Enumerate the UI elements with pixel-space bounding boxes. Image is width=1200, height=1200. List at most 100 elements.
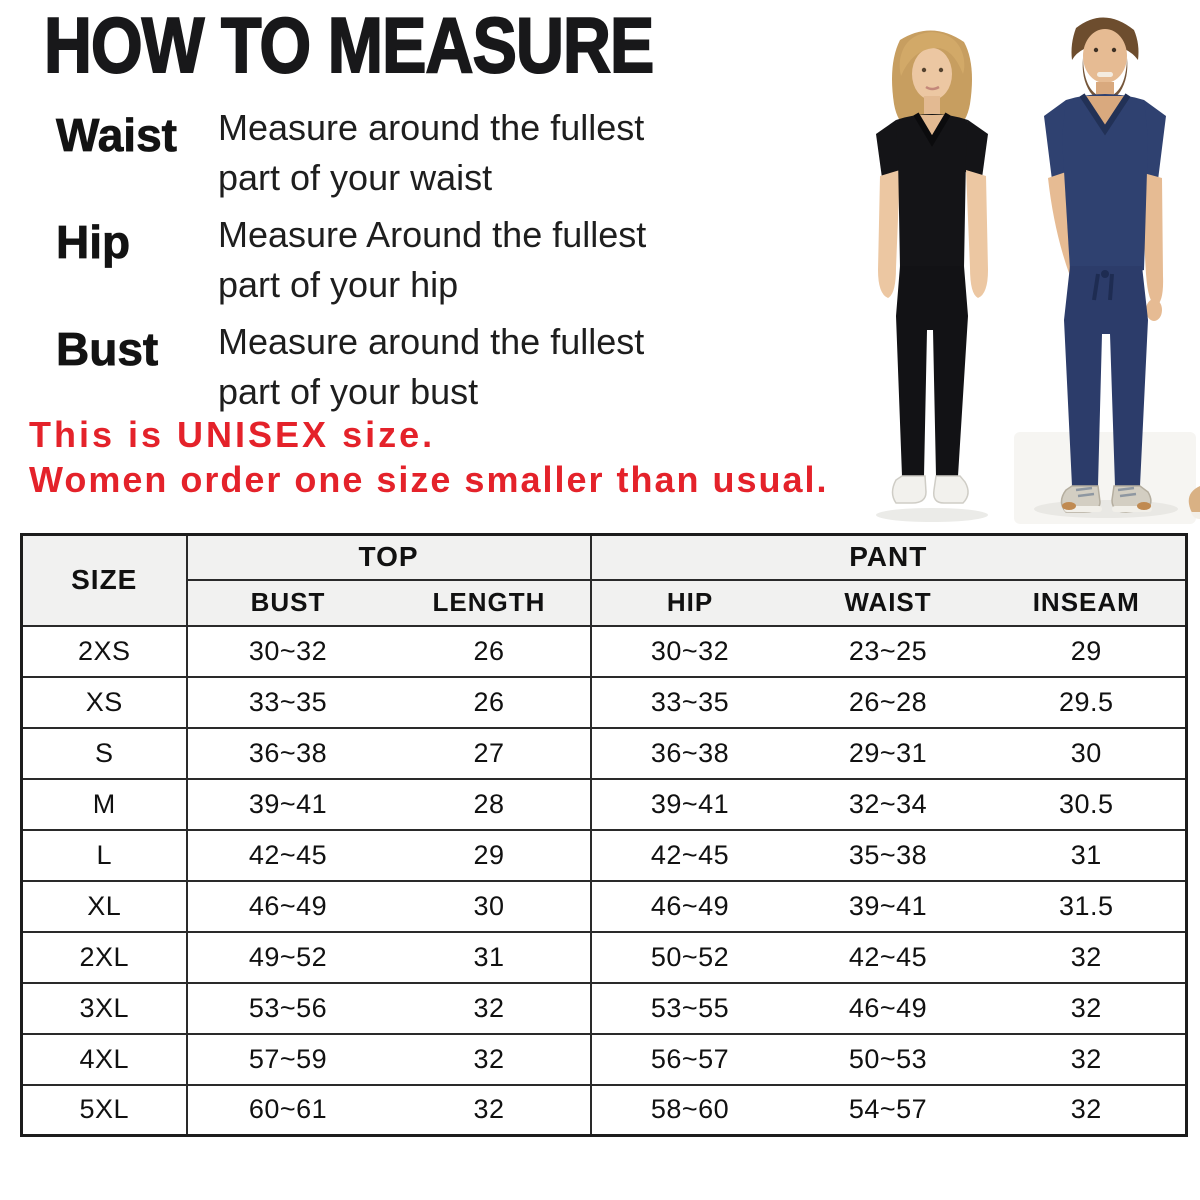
measure-desc-bust: Measure around the fullest part of your b… <box>218 317 738 417</box>
cell-waist: 29~31 <box>788 726 988 779</box>
cell-hip: 56~57 <box>590 1032 789 1085</box>
col-header-bust: BUST <box>186 579 389 627</box>
cell-size: M <box>21 777 188 830</box>
man-shoe-gum-left <box>1062 502 1076 510</box>
male-model-photo <box>1014 17 1196 524</box>
cell-bust: 46~49 <box>186 879 389 932</box>
woman-scrub-top <box>896 114 968 273</box>
man-vneck-skin <box>1085 96 1125 128</box>
cell-hip: 30~32 <box>590 624 789 677</box>
cell-waist: 23~25 <box>788 624 988 677</box>
cell-hip: 58~60 <box>590 1083 789 1136</box>
col-header-waist: WAIST <box>788 579 988 627</box>
cell-inseam: 32 <box>987 930 1187 983</box>
cell-hip: 53~55 <box>590 981 789 1034</box>
woman-neck <box>924 96 940 114</box>
measure-desc-bust-line2: part of your bust <box>218 371 479 412</box>
cell-hip: 46~49 <box>590 879 789 932</box>
table-row-s: S 36~38 27 36~38 29~31 30 <box>21 726 1187 779</box>
cell-bust: 57~59 <box>186 1032 389 1085</box>
cell-inseam: 31.5 <box>987 879 1187 932</box>
cell-bust: 39~41 <box>186 777 389 830</box>
man-scrub-top <box>1062 94 1148 275</box>
cell-inseam: 32 <box>987 1083 1187 1136</box>
cell-bust: 36~38 <box>186 726 389 779</box>
man-smile <box>1097 72 1113 77</box>
man-vneck-trim <box>1079 93 1131 136</box>
female-model-photo <box>876 30 988 522</box>
size-table: SIZE TOP PANT BUST LENGTH HIP WAIST INSE… <box>20 533 1189 1137</box>
col-header-hip: HIP <box>590 579 789 627</box>
cell-length: 28 <box>388 777 592 830</box>
woman-vneck-skin <box>919 115 945 139</box>
cell-waist: 54~57 <box>788 1083 988 1136</box>
cell-length: 27 <box>388 726 592 779</box>
table-row-xs: XS 33~35 26 33~35 26~28 29.5 <box>21 675 1187 728</box>
group-header-pant: PANT <box>590 534 1187 581</box>
measure-label-waist: Waist <box>56 109 178 161</box>
cell-waist: 42~45 <box>788 930 988 983</box>
unisex-notice-line1: This is UNISEX size. <box>29 414 436 455</box>
partial-shoe-photo <box>1188 486 1200 519</box>
cell-bust: 60~61 <box>186 1083 389 1136</box>
woman-shoe-left <box>891 475 927 504</box>
measure-desc-waist-line2: part of your waist <box>218 157 493 198</box>
cell-waist: 39~41 <box>788 879 988 932</box>
woman-eye-right <box>938 67 944 73</box>
table-row-5xl: 5XL 60~61 32 58~60 54~57 32 <box>21 1083 1187 1136</box>
woman-eye-left <box>921 67 927 73</box>
cell-bust: 49~52 <box>186 930 389 983</box>
measure-label-hip: Hip <box>56 216 131 268</box>
woman-vneck-trim <box>913 112 951 147</box>
man-face <box>1083 29 1127 83</box>
size-table-header: SIZE TOP PANT BUST LENGTH HIP WAIST INSE… <box>21 534 1187 627</box>
man-shoelaces-left <box>1075 486 1095 498</box>
man-drawstring <box>1092 273 1114 301</box>
cell-inseam: 29.5 <box>987 675 1187 728</box>
cell-hip: 42~45 <box>590 828 789 881</box>
table-row-l: L 42~45 29 42~45 35~38 31 <box>21 828 1187 881</box>
man-shoelaces-right <box>1117 486 1137 498</box>
woman-shoe-right <box>932 475 969 504</box>
woman-face <box>912 48 952 100</box>
cell-length: 30 <box>388 879 592 932</box>
cell-size: S <box>21 726 188 779</box>
cell-inseam: 32 <box>987 981 1187 1034</box>
col-header-size: SIZE <box>21 534 188 627</box>
cell-size: 2XL <box>21 930 188 983</box>
woman-scrub-pants <box>896 266 968 476</box>
man-eye-left <box>1093 47 1099 53</box>
cell-waist: 32~34 <box>788 777 988 830</box>
floor-shadow <box>876 508 988 522</box>
cell-waist: 50~53 <box>788 1032 988 1085</box>
table-row-m: M 39~41 28 39~41 32~34 30.5 <box>21 777 1187 830</box>
cell-length: 26 <box>388 624 592 677</box>
cell-length: 32 <box>388 1032 592 1085</box>
measure-desc-hip: Measure Around the fullest part of your h… <box>218 210 738 310</box>
cell-inseam: 30 <box>987 726 1187 779</box>
man-eye-right <box>1111 47 1117 53</box>
page-title: HOW TO MEASURE <box>43 1 655 89</box>
cell-inseam: 31 <box>987 828 1187 881</box>
woman-arm-left <box>878 170 900 298</box>
cell-length: 32 <box>388 981 592 1034</box>
cell-size: XL <box>21 879 188 932</box>
table-row-3xl: 3XL 53~56 32 53~55 46~49 32 <box>21 981 1187 1034</box>
partial-shoe-shape <box>1188 486 1200 518</box>
cell-bust: 30~32 <box>186 624 389 677</box>
group-header-row: SIZE TOP PANT <box>21 534 1187 627</box>
measure-label-bust: Bust <box>56 323 159 375</box>
cell-length: 32 <box>388 1083 592 1136</box>
woman-arm-right <box>966 170 988 298</box>
cell-bust: 53~56 <box>186 981 389 1034</box>
cell-hip: 33~35 <box>590 675 789 728</box>
cell-length: 26 <box>388 675 592 728</box>
cell-hip: 39~41 <box>590 777 789 830</box>
cell-inseam: 30.5 <box>987 777 1187 830</box>
table-row-4xl: 4XL 57~59 32 56~57 50~53 32 <box>21 1032 1187 1085</box>
man-hand-right <box>1146 299 1162 321</box>
floor-shadow <box>1034 500 1178 518</box>
cell-hip: 36~38 <box>590 726 789 779</box>
